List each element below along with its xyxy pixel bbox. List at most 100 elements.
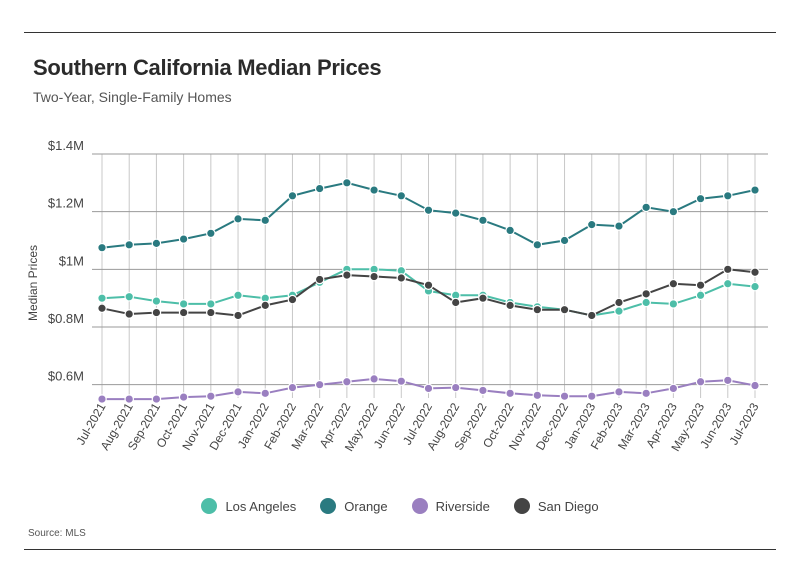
data-point-orange bbox=[423, 205, 434, 216]
chart-series bbox=[97, 178, 760, 404]
data-point-orange bbox=[97, 242, 107, 253]
data-point-riverside bbox=[206, 391, 216, 401]
data-point-san-diego bbox=[559, 304, 570, 315]
data-point-orange bbox=[178, 234, 189, 244]
data-point-orange bbox=[722, 191, 733, 201]
data-point-san-diego bbox=[206, 307, 216, 318]
chart-grid bbox=[92, 153, 768, 398]
data-point-orange bbox=[559, 235, 570, 246]
data-point-riverside bbox=[287, 382, 298, 393]
data-point-san-diego bbox=[369, 271, 379, 282]
data-point-san-diego bbox=[532, 304, 543, 315]
data-point-san-diego bbox=[287, 294, 298, 305]
data-point-los-angeles bbox=[124, 291, 135, 302]
data-point-los-angeles bbox=[722, 278, 733, 289]
data-point-san-diego bbox=[450, 297, 461, 308]
legend-item-los-angeles: Los Angeles bbox=[201, 498, 296, 514]
y-axis-ticks: $0.6M $0.8M $1M $1.2M $1.4M bbox=[48, 138, 84, 384]
source-note: Source: MLS bbox=[28, 528, 86, 539]
legend-label: Riverside bbox=[435, 498, 490, 514]
legend-swatch bbox=[513, 498, 530, 514]
data-point-riverside bbox=[314, 379, 325, 390]
legend-label: Orange bbox=[344, 498, 388, 514]
legend-swatch bbox=[320, 498, 337, 514]
chart-subtitle: Two-Year, Single-Family Homes bbox=[33, 89, 232, 105]
data-point-los-angeles bbox=[695, 290, 706, 301]
data-point-riverside bbox=[233, 387, 243, 397]
data-point-orange bbox=[641, 202, 651, 213]
y-axis-label: Median Prices bbox=[26, 245, 40, 321]
chart-legend: Los Angeles Orange Riverside San Diego bbox=[0, 498, 800, 514]
data-point-san-diego bbox=[314, 274, 325, 285]
data-point-riverside bbox=[614, 387, 624, 397]
data-point-san-diego bbox=[695, 280, 706, 290]
legend-item-orange: Orange bbox=[320, 498, 388, 514]
data-point-orange bbox=[668, 206, 679, 217]
y-tick-label: $1.4M bbox=[48, 138, 84, 153]
data-point-san-diego bbox=[396, 273, 407, 283]
data-point-san-diego bbox=[668, 278, 679, 289]
data-point-san-diego bbox=[505, 300, 515, 311]
data-point-orange bbox=[505, 225, 515, 236]
data-point-san-diego bbox=[478, 293, 488, 303]
data-point-riverside bbox=[97, 394, 107, 404]
data-point-riverside bbox=[722, 375, 733, 386]
data-point-orange bbox=[314, 183, 325, 194]
data-point-orange bbox=[695, 193, 706, 204]
y-tick-label: $1M bbox=[59, 253, 84, 268]
data-point-orange bbox=[478, 215, 488, 226]
data-point-san-diego bbox=[260, 300, 271, 311]
data-point-riverside bbox=[450, 382, 461, 393]
data-point-orange bbox=[396, 191, 407, 201]
data-point-riverside bbox=[124, 394, 135, 404]
legend-label: San Diego bbox=[537, 498, 599, 514]
data-point-orange bbox=[450, 208, 461, 218]
data-point-los-angeles bbox=[668, 299, 679, 309]
chart-title: Southern California Median Prices bbox=[33, 55, 382, 80]
data-point-riverside bbox=[423, 383, 434, 394]
data-point-orange bbox=[206, 228, 216, 239]
data-point-riverside bbox=[532, 390, 543, 401]
data-point-orange bbox=[287, 191, 298, 201]
legend-item-riverside: Riverside bbox=[411, 498, 490, 514]
data-point-orange bbox=[260, 215, 271, 226]
data-point-riverside bbox=[151, 394, 162, 404]
data-point-riverside bbox=[260, 388, 271, 399]
y-tick-label: $0.6M bbox=[48, 369, 84, 384]
data-point-san-diego bbox=[124, 309, 135, 319]
data-point-san-diego bbox=[97, 303, 107, 314]
data-point-riverside bbox=[559, 391, 570, 401]
top-rule bbox=[24, 32, 776, 33]
data-point-san-diego bbox=[750, 267, 760, 278]
data-point-los-angeles bbox=[233, 290, 243, 301]
data-point-san-diego bbox=[722, 264, 733, 275]
data-point-los-angeles bbox=[178, 299, 189, 309]
data-point-orange bbox=[124, 240, 135, 250]
series-los-angeles bbox=[97, 264, 760, 321]
data-point-los-angeles bbox=[750, 281, 760, 292]
legend-swatch bbox=[201, 498, 218, 514]
data-point-orange bbox=[342, 178, 352, 188]
data-point-orange bbox=[586, 219, 597, 230]
series-riverside bbox=[97, 374, 760, 404]
data-point-orange bbox=[151, 238, 162, 249]
data-point-los-angeles bbox=[641, 297, 651, 308]
data-point-orange bbox=[614, 221, 624, 231]
series-san-diego bbox=[97, 264, 760, 321]
bottom-rule bbox=[24, 549, 776, 550]
data-point-orange bbox=[532, 240, 543, 250]
data-point-riverside bbox=[505, 388, 515, 399]
data-point-san-diego bbox=[233, 310, 243, 321]
legend-swatch bbox=[411, 498, 428, 514]
x-axis-ticks: Jul-2021Aug-2021Sep-2021Oct-2021Nov-2021… bbox=[73, 400, 761, 454]
y-tick-label: $0.8M bbox=[48, 311, 84, 326]
data-point-san-diego bbox=[178, 307, 189, 318]
data-point-orange bbox=[233, 214, 243, 224]
data-point-san-diego bbox=[614, 297, 624, 308]
data-point-riverside bbox=[750, 380, 760, 391]
data-point-riverside bbox=[586, 391, 597, 401]
data-point-riverside bbox=[178, 392, 189, 402]
series-orange bbox=[97, 178, 760, 253]
data-point-san-diego bbox=[342, 270, 352, 280]
